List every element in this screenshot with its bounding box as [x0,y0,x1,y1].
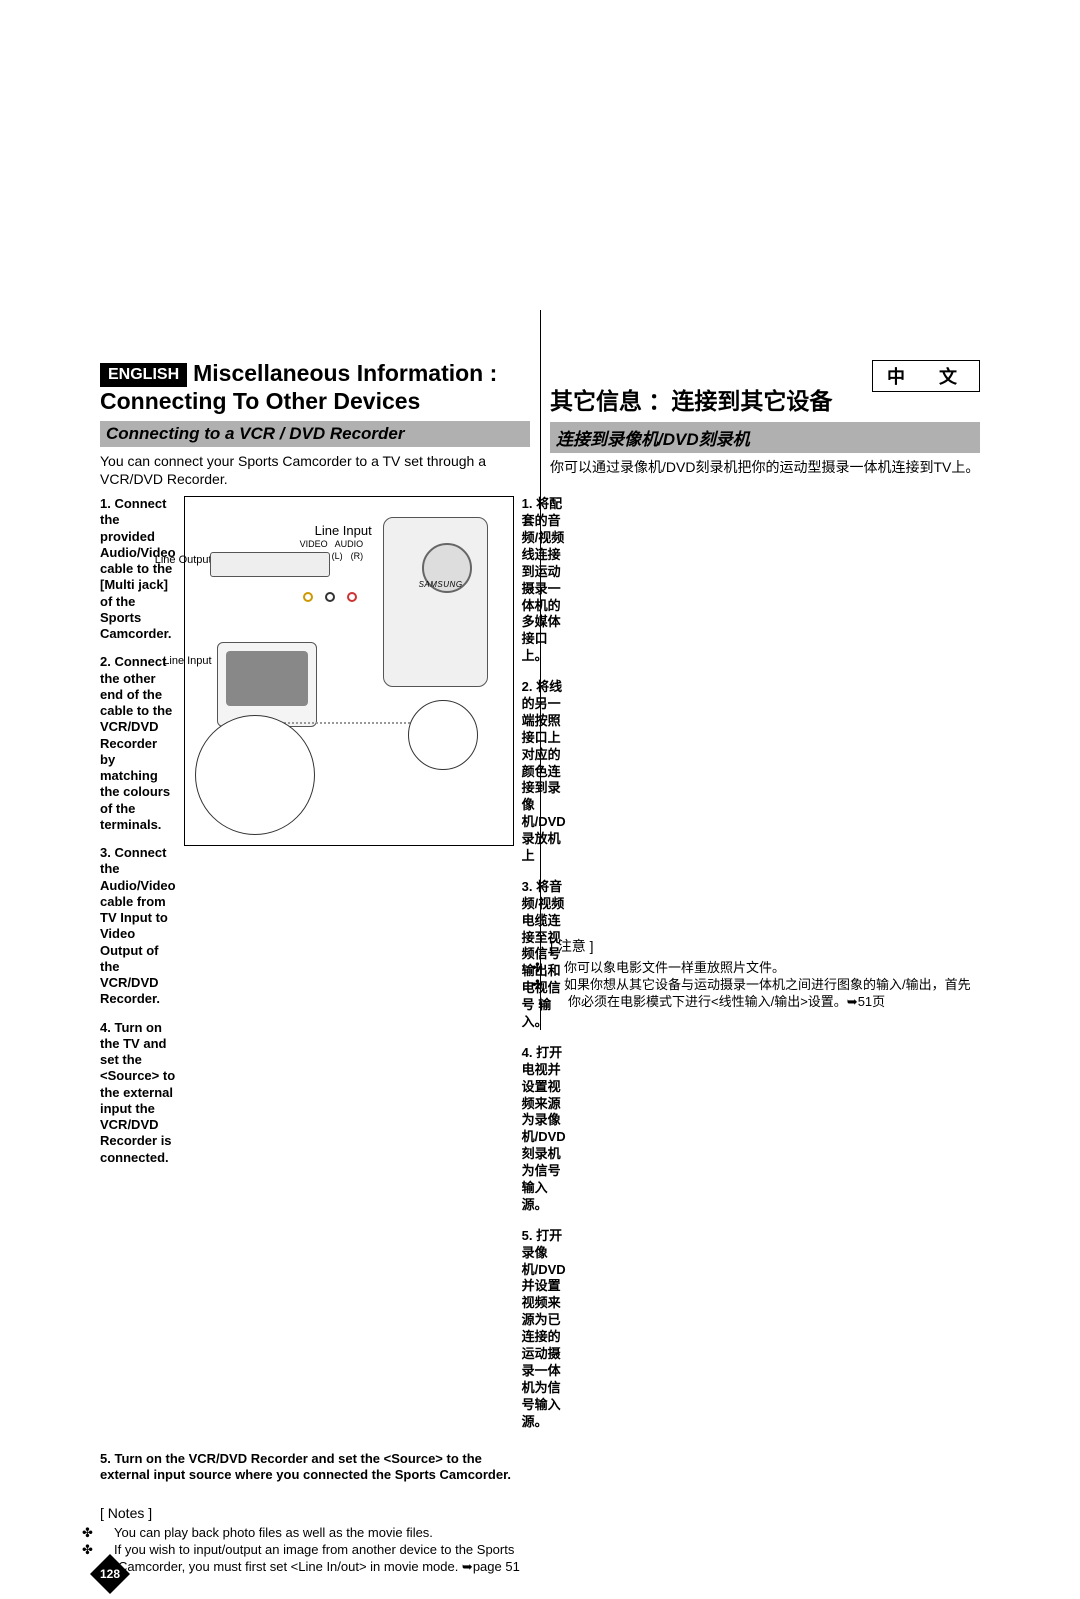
rca-audio-r-icon [347,592,357,602]
two-column-layout: ENGLISH Miscellaneous Information : Conne… [100,360,980,1576]
note-cn-1-text: 你可以象电影文件一样重放照片文件。 [564,960,785,975]
page-number: 128 [90,1554,130,1594]
detail-circle-left-icon [195,715,315,835]
step-en-3-text: Connect the Audio/Video cable from TV In… [100,845,176,1006]
steps-en: 1. Connect the provided Audio/Video cabl… [100,496,176,1444]
note-cn-1: ✤你可以象电影文件一样重放照片文件。 [550,960,980,977]
detail-circle-right-icon [408,700,478,770]
rca-video-icon [303,592,313,602]
label-l: (L) [332,551,343,561]
tv-screen-icon [226,651,308,706]
step-en-1: 1. Connect the provided Audio/Video cabl… [100,496,176,642]
label-audio: AUDIO [335,539,364,549]
main-title-cn: 其它信息 ：连接到其它设备 [550,388,980,416]
note-cn-2-text: 如果你想从其它设备与运动摄录一体机之间进行图象的输入/输出，首先你必须在电影模式… [564,977,971,1009]
notes-head-en: [ Notes ] [100,1505,530,1521]
title-line1-en: Miscellaneous Information : [193,360,497,386]
camcorder-icon: SAMSUNG [383,517,488,687]
subheading-bar-cn: 连接到录像机/DVD刻录机 [550,422,980,453]
page-number-badge: 128 [90,1554,130,1594]
step-en-1-text: Connect the provided Audio/Video cable t… [100,496,176,641]
english-badge: ENGLISH [100,363,187,386]
vcr-icon [210,552,330,577]
step-en-4-text: Turn on the TV and set the <Source> to t… [100,1020,175,1165]
tv-icon [217,642,317,727]
intro-cn: 你可以通过录像机/DVD刻录机把你的运动型摄录一体机连接到TV上。 [550,459,980,477]
step-en-4: 4. Turn on the TV and set the <Source> t… [100,1020,176,1166]
step-en-2-text: Connect the other end of the cable to th… [100,654,172,832]
note-cn-2: ✤如果你想从其它设备与运动摄录一体机之间进行图象的输入/输出，首先你必须在电影模… [550,977,980,1011]
step-en-5: 5. Turn on the VCR/DVD Recorder and set … [100,1451,530,1484]
subheading-bar-en: Connecting to a VCR / DVD Recorder [100,421,530,447]
step-en-2: 2. Connect the other end of the cable to… [100,654,176,833]
step-en-5-text: Turn on the VCR/DVD Recorder and set the… [100,1451,511,1482]
rca-audio-l-icon [325,592,335,602]
spacer-cn [550,484,980,914]
note-en-1-text: You can play back photo files as well as… [114,1525,433,1540]
intro-en: You can connect your Sports Camcorder to… [100,453,530,488]
label-r: (R) [351,551,364,561]
content-row: 1. Connect the provided Audio/Video cabl… [100,496,530,1444]
step-en-3: 3. Connect the Audio/Video cable from TV… [100,845,176,1008]
chinese-badge: 中 文 [872,360,980,392]
label-line-input-left: Line Input [147,655,212,667]
manual-page: ENGLISH Miscellaneous Information : Conne… [100,360,980,1576]
notes-head-cn: [ 注意 ] [550,936,980,956]
label-line-input-top: Line Input [315,523,372,538]
connection-diagram: Line Input VIDEO AUDIO (L) (R) Line Outp… [184,496,514,1444]
left-column-english: ENGLISH Miscellaneous Information : Conne… [100,360,540,1576]
note-en-2: ✤If you wish to input/output an image fr… [100,1542,530,1576]
notes-list-en: ✤You can play back photo files as well a… [100,1525,530,1576]
label-video: VIDEO [300,539,328,549]
label-line-output: Line Output [142,554,212,566]
diagram-box: Line Input VIDEO AUDIO (L) (R) Line Outp… [184,496,514,846]
title-line2-en: Connecting To Other Devices [100,388,420,414]
cn-badge-row: 中 文 [550,360,980,384]
right-column-chinese: 中 文 其它信息 ：连接到其它设备 连接到录像机/DVD刻录机 你可以通过录像机… [540,360,980,1576]
note-en-1: ✤You can play back photo files as well a… [100,1525,530,1542]
note-en-2-text: If you wish to input/output an image fro… [114,1542,520,1574]
notes-list-cn: ✤你可以象电影文件一样重放照片文件。 ✤如果你想从其它设备与运动摄录一体机之间进… [550,960,980,1011]
brand-label: SAMSUNG [419,580,463,589]
main-title-en: ENGLISH Miscellaneous Information : Conne… [100,360,530,415]
